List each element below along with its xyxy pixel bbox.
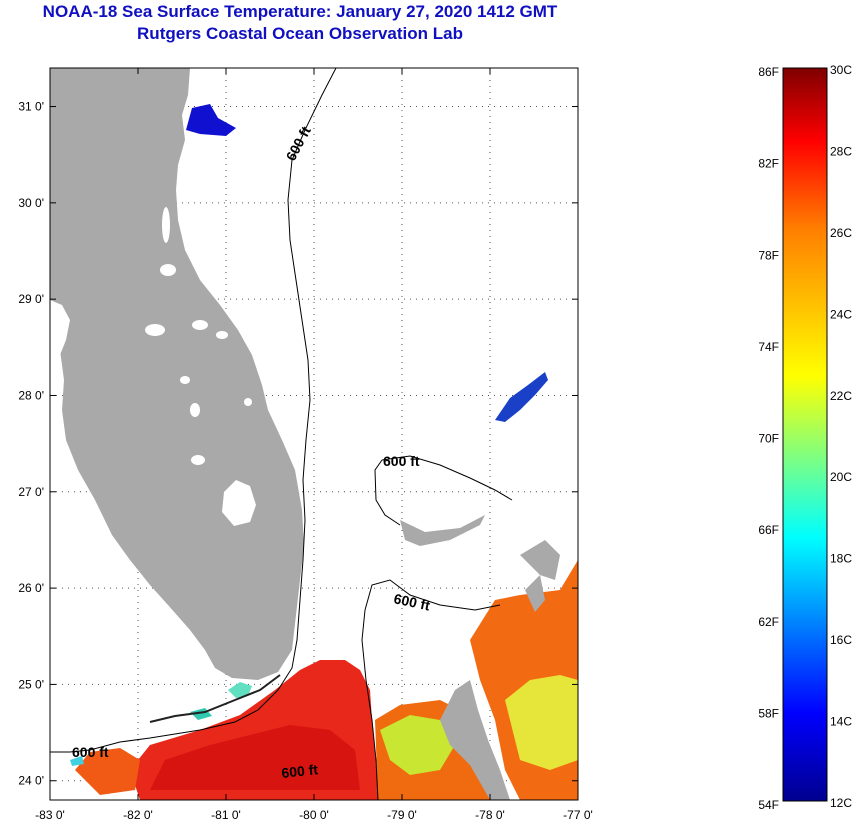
lon-tick-label: -82 0' xyxy=(123,808,153,822)
sst-patch-orange-west xyxy=(75,748,140,795)
contour-label-bahamas: 600 ft xyxy=(383,453,420,469)
colorbar-c-label: 22C xyxy=(830,389,852,403)
colorbar-c-label: 12C xyxy=(830,796,852,810)
colorbar-fahrenheit-labels: 86F 82F 78F 74F 70F 66F 62F 58F 54F xyxy=(758,65,779,812)
bahamas-land xyxy=(400,515,560,800)
lon-tick-label: -81 0' xyxy=(211,808,241,822)
colorbar-c-label: 16C xyxy=(830,633,852,647)
colorbar-f-label: 66F xyxy=(758,523,779,537)
sst-patch-west-cyan xyxy=(70,756,84,766)
lat-tick-label: 26 0' xyxy=(18,581,44,595)
colorbar-celsius-labels: 30C 28C 26C 24C 22C 20C 18C 16C 14C 12C xyxy=(830,63,852,810)
lat-tick-label: 31 0' xyxy=(18,100,44,114)
sst-patch-bahamas-yellow xyxy=(505,675,578,770)
colorbar-c-label: 14C xyxy=(830,715,852,729)
lon-tick-label: -77 0' xyxy=(563,808,593,822)
lat-tick-label: 27 0' xyxy=(18,485,44,499)
lon-tick-label: -78 0' xyxy=(475,808,505,822)
colorbar-f-label: 70F xyxy=(758,432,779,446)
lon-tick-label: -79 0' xyxy=(387,808,417,822)
sst-data-layer xyxy=(70,104,578,800)
colorbar-f-label: 58F xyxy=(758,706,779,720)
colorbar-f-label: 86F xyxy=(758,65,779,79)
colorbar-c-label: 18C xyxy=(830,552,852,566)
colorbar-c-label: 30C xyxy=(830,63,852,77)
colorbar-f-label: 62F xyxy=(758,615,779,629)
lake-okeechobee xyxy=(222,480,256,526)
axis-ticks xyxy=(49,68,579,800)
sst-patch-yellow-green xyxy=(380,715,455,775)
lat-tick-label: 30 0' xyxy=(18,196,44,210)
lon-tick-label: -80 0' xyxy=(299,808,329,822)
bathymetry-contours xyxy=(50,68,513,800)
map-title: NOAA-18 Sea Surface Temperature: January… xyxy=(42,2,558,21)
colorbar-c-label: 26C xyxy=(830,226,852,240)
colorbar-c-label: 28C xyxy=(830,144,852,158)
florida-keys xyxy=(149,674,281,723)
lat-tick-label: 28 0' xyxy=(18,388,44,402)
lat-tick-label: 25 0' xyxy=(18,677,44,691)
sst-patch-north-blue xyxy=(186,104,236,136)
map-subtitle: Rutgers Coastal Ocean Observation Lab xyxy=(137,24,463,43)
colorbar-c-label: 20C xyxy=(830,470,852,484)
sst-patch-keys-cyan xyxy=(228,682,252,698)
lat-tick-label: 24 0' xyxy=(18,774,44,788)
lat-tick-label: 29 0' xyxy=(18,292,44,306)
inland-lakes xyxy=(145,207,252,465)
colorbar-c-label: 24C xyxy=(830,307,852,321)
gulf-coast-bend xyxy=(50,300,70,370)
contour-label-straits: 600 ft xyxy=(392,590,431,613)
florida-landmass xyxy=(50,68,304,680)
sst-patch-bahamas-blue xyxy=(495,372,548,422)
colorbar xyxy=(782,67,828,802)
colorbar-f-label: 54F xyxy=(758,798,779,812)
contour-label-keys: 600 ft xyxy=(72,744,109,760)
sst-patch-red-core xyxy=(150,725,360,790)
lon-tick-label: -83 0' xyxy=(35,808,65,822)
latitude-labels: 24 0' 25 0' 26 0' 27 0' 28 0' 29 0' 30 0' 31 0' xyxy=(18,100,44,788)
colorbar-f-label: 78F xyxy=(758,248,779,262)
contour-label-south: 600 ft xyxy=(281,761,319,781)
longitude-labels: -83 0' -82 0' -81 0' -80 0' -79 0' -78 0' -77 … xyxy=(35,808,593,822)
colorbar-f-label: 82F xyxy=(758,157,779,171)
colorbar-f-label: 74F xyxy=(758,340,779,354)
